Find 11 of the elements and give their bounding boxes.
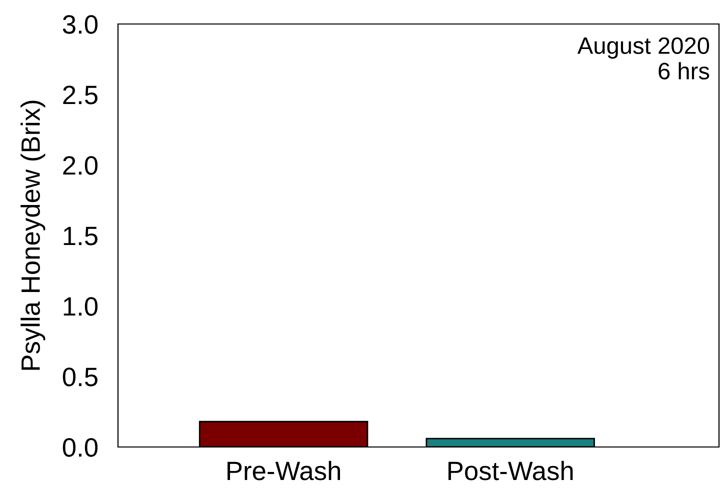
y-tick-label: 0.5 — [62, 368, 98, 386]
y-tick-label: 2.0 — [63, 156, 98, 175]
y-tick-label: 2.5 — [63, 86, 98, 104]
x-tick-label: Post-Wash — [448, 460, 573, 480]
annotation: August 2020 6 hrs — [577, 37, 710, 80]
y-tick-label: 3.0 — [62, 15, 98, 34]
y-tick-label: 1.5 — [64, 226, 98, 246]
x-tick-label: Pre-Wash — [228, 460, 340, 480]
y-tick-label: 1.0 — [64, 297, 98, 316]
y-axis-title: Psylla Honeydew (Brix) — [20, 100, 46, 370]
y-tick-label: 0.0 — [62, 438, 98, 457]
